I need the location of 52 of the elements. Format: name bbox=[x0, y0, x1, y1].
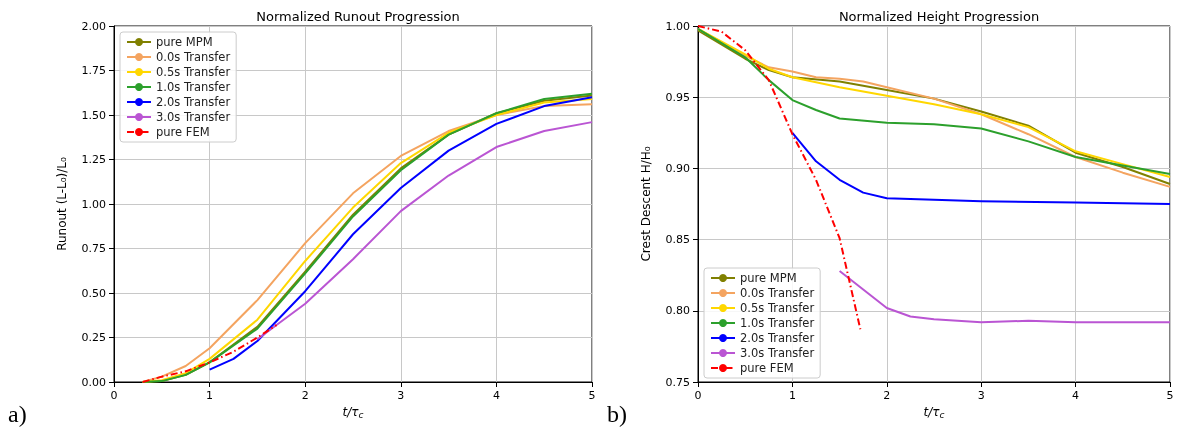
legend-label: 0.0s Transfer bbox=[740, 286, 815, 300]
y-tick-label: 0.85 bbox=[665, 233, 690, 247]
legend-label: 1.0s Transfer bbox=[740, 316, 815, 330]
y-tick-label: 1.75 bbox=[81, 64, 106, 77]
x-tick-label: 2 bbox=[301, 389, 309, 402]
y-tick-label: 0.50 bbox=[81, 286, 106, 300]
y-axis-title: Crest Descent H/H₀ bbox=[639, 146, 653, 262]
legend-label: pure MPM bbox=[156, 35, 213, 49]
legend-label: 0.5s Transfer bbox=[740, 301, 815, 315]
x-tick-label: 5 bbox=[1166, 389, 1174, 402]
legend-label: 1.0s Transfer bbox=[156, 80, 231, 94]
y-tick-label: 0.25 bbox=[81, 331, 106, 344]
legend-label: 0.0s Transfer bbox=[156, 50, 231, 64]
legend-label: pure MPM bbox=[740, 271, 797, 285]
y-axis-title: Runout (L-L₀)/L₀ bbox=[55, 156, 69, 251]
x-tick-label: 3 bbox=[397, 389, 405, 402]
legend-label: 3.0s Transfer bbox=[156, 110, 231, 124]
x-tick-label: 1 bbox=[206, 389, 214, 402]
line-series bbox=[256, 121, 593, 341]
y-tick-label: 0.75 bbox=[81, 242, 106, 255]
x-tick-label: 1 bbox=[788, 389, 796, 402]
y-tick-label: 1.00 bbox=[81, 197, 106, 211]
y-tick-label: 1.50 bbox=[81, 108, 106, 122]
x-tick-label: 5 bbox=[588, 389, 596, 402]
y-tick-label: 0.90 bbox=[665, 161, 690, 175]
y-tick-label: 0.00 bbox=[81, 375, 106, 389]
y-tick-label: 1.25 bbox=[81, 153, 106, 166]
line-series bbox=[141, 324, 278, 383]
x-tick-label: 4 bbox=[492, 389, 500, 402]
x-tick-label: 4 bbox=[1072, 389, 1080, 402]
x-tick-label: 0 bbox=[694, 389, 702, 402]
y-tick-label: 0.80 bbox=[665, 304, 690, 318]
legend-label: 2.0s Transfer bbox=[740, 331, 815, 345]
y-tick-label: 0.75 bbox=[665, 375, 690, 389]
legend-label: 0.5s Transfer bbox=[156, 65, 231, 79]
legend-label: pure FEM bbox=[156, 125, 210, 139]
legend-label: pure FEM bbox=[740, 361, 794, 375]
x-tick-label: 2 bbox=[883, 389, 891, 402]
line-series bbox=[838, 269, 1171, 324]
y-tick-label: 2.00 bbox=[81, 19, 106, 33]
y-tick-label: 0.95 bbox=[665, 90, 690, 104]
line-series bbox=[791, 131, 1171, 205]
chart-title: Normalized Height Progression bbox=[838, 9, 1040, 24]
x-tick-label: 0 bbox=[110, 389, 118, 402]
legend-label: 3.0s Transfer bbox=[740, 346, 815, 360]
text: a) bbox=[8, 401, 27, 427]
text: b) bbox=[607, 401, 627, 427]
y-tick-label: 1.00 bbox=[665, 19, 690, 33]
line-series bbox=[697, 25, 862, 331]
chart-title: Normalized Runout Progression bbox=[256, 9, 460, 24]
x-tick-label: 3 bbox=[977, 389, 985, 402]
legend-label: 2.0s Transfer bbox=[156, 95, 231, 109]
